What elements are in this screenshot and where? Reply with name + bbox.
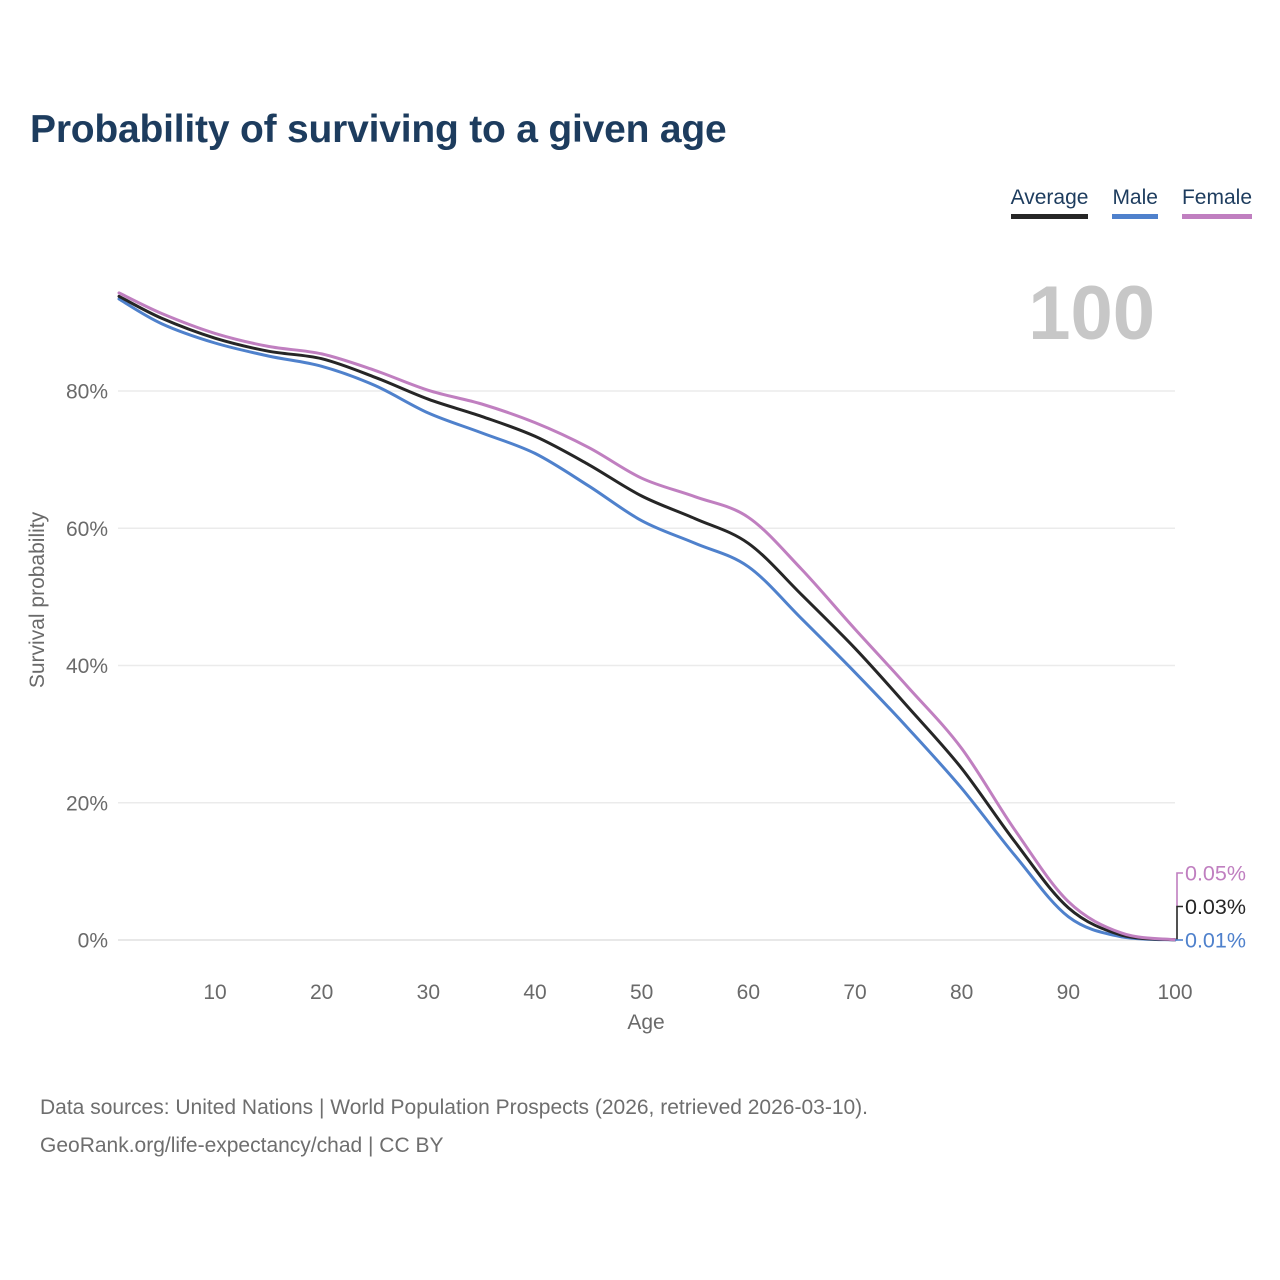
x-tick-label-80: 80 — [950, 981, 973, 1004]
footer-data-sources: Data sources: United Nations | World Pop… — [40, 1096, 869, 1119]
x-tick-label-50: 50 — [630, 981, 653, 1004]
end-value-label-average: 0.03% — [1185, 895, 1246, 919]
end-label-leader-average — [1176, 905, 1183, 940]
x-tick-label-100: 100 — [1157, 981, 1192, 1004]
end-label-leader-female — [1176, 872, 1183, 907]
x-axis-title: Age — [627, 1011, 664, 1034]
y-tick-label-40: 40% — [66, 655, 108, 678]
y-tick-label-20: 20% — [66, 792, 108, 815]
series-line-male — [117, 297, 1177, 942]
x-tick-label-60: 60 — [737, 981, 760, 1004]
legend-item-male[interactable]: Male — [1112, 186, 1158, 219]
watermark-age-100: 100 — [1028, 271, 1155, 356]
y-tick-label-80: 80% — [66, 381, 108, 404]
x-tick-label-70: 70 — [843, 981, 866, 1004]
x-tick-label-10: 10 — [203, 981, 226, 1004]
y-tick-label-60: 60% — [66, 518, 108, 541]
legend-item-average[interactable]: Average — [1010, 186, 1089, 219]
footer-attribution: GeoRank.org/life-expectancy/chad | CC BY — [40, 1134, 444, 1157]
chart-title: Probability of surviving to a given age — [30, 108, 727, 151]
x-tick-label-20: 20 — [310, 981, 333, 1004]
x-tick-label-40: 40 — [523, 981, 546, 1004]
legend-item-female[interactable]: Female — [1181, 186, 1252, 219]
series-line-average — [117, 294, 1177, 942]
y-tick-label-0: 0% — [78, 930, 108, 953]
chart-legend: Average Male Female — [1010, 186, 1252, 219]
legend-label: Female — [1181, 186, 1252, 219]
x-tick-label-90: 90 — [1057, 981, 1080, 1004]
legend-label: Average — [1010, 186, 1089, 219]
end-value-label-male: 0.01% — [1185, 929, 1246, 953]
end-value-label-female: 0.05% — [1185, 862, 1246, 886]
chart-footer: Data sources: United Nations | World Pop… — [40, 1089, 868, 1165]
legend-label: Male — [1112, 186, 1158, 219]
series-line-female — [117, 291, 1177, 942]
y-axis-title: Survival probability — [26, 511, 49, 688]
x-tick-label-30: 30 — [417, 981, 440, 1004]
